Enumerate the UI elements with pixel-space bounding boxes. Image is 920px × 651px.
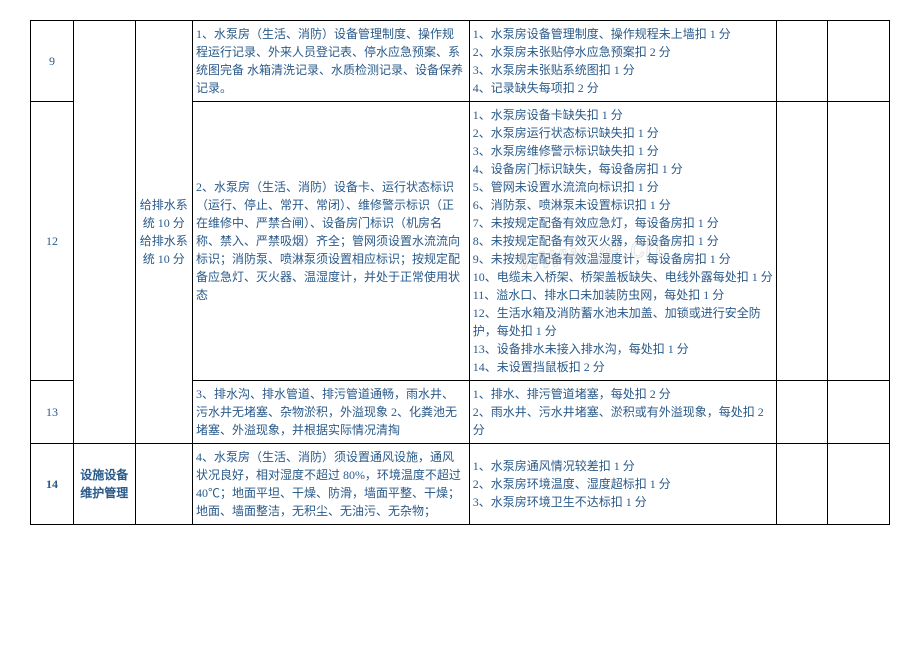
row-number: 13 bbox=[31, 381, 74, 444]
empty-cell bbox=[777, 21, 828, 102]
scoring-cell: 1、水泵房通风情况较差扣 1 分 2、水泵房环境温度、湿度超标扣 1 分 3、水… bbox=[469, 444, 777, 525]
subcategory-cell bbox=[135, 444, 192, 525]
scoring-cell: 1、水泵房设备管理制度、操作规程未上墙扣 1 分 2、水泵房未张贴停水应急预案扣… bbox=[469, 21, 777, 102]
table-row: 9 给排水系统 10 分 给排水系统 10 分 1、水泵房（生活、消防）设备管理… bbox=[31, 21, 890, 102]
requirement-cell: 2、水泵房（生活、消防）设备卡、运行状态标识（运行、停止、常开、常闭）、维修警示… bbox=[192, 102, 469, 381]
assessment-table: 9 给排水系统 10 分 给排水系统 10 分 1、水泵房（生活、消防）设备管理… bbox=[30, 20, 890, 525]
row-number: 12 bbox=[31, 102, 74, 381]
requirement-cell: 3、排水沟、排水管道、排污管道通畅，雨水井、污水井无堵塞、杂物淤积，外溢现象 2… bbox=[192, 381, 469, 444]
subcategory-cell: 给排水系统 10 分 给排水系统 10 分 bbox=[135, 21, 192, 444]
empty-cell bbox=[777, 102, 828, 381]
requirement-cell: 4、水泵房（生活、消防）须设置通风设施，通风状况良好，相对湿度不超过 80%，环… bbox=[192, 444, 469, 525]
row-number: 9 bbox=[31, 21, 74, 102]
empty-cell bbox=[828, 381, 890, 444]
category-cell bbox=[74, 21, 136, 444]
empty-cell bbox=[828, 102, 890, 381]
empty-cell bbox=[777, 381, 828, 444]
category-cell: 设施设备维护管理 bbox=[74, 444, 136, 525]
scoring-cell: 1、排水、排污管道堵塞，每处扣 2 分 2、雨水井、污水井堵塞、淤积或有外溢现象… bbox=[469, 381, 777, 444]
scoring-cell: 1、水泵房设备卡缺失扣 1 分 2、水泵房运行状态标识缺失扣 1 分 3、水泵房… bbox=[469, 102, 777, 381]
empty-cell bbox=[777, 444, 828, 525]
row-number: 14 bbox=[31, 444, 74, 525]
empty-cell bbox=[828, 444, 890, 525]
table-row: 14 设施设备维护管理 4、水泵房（生活、消防）须设置通风设施，通风状况良好，相… bbox=[31, 444, 890, 525]
empty-cell bbox=[828, 21, 890, 102]
requirement-cell: 1、水泵房（生活、消防）设备管理制度、操作规程运行记录、外来人员登记表、停水应急… bbox=[192, 21, 469, 102]
